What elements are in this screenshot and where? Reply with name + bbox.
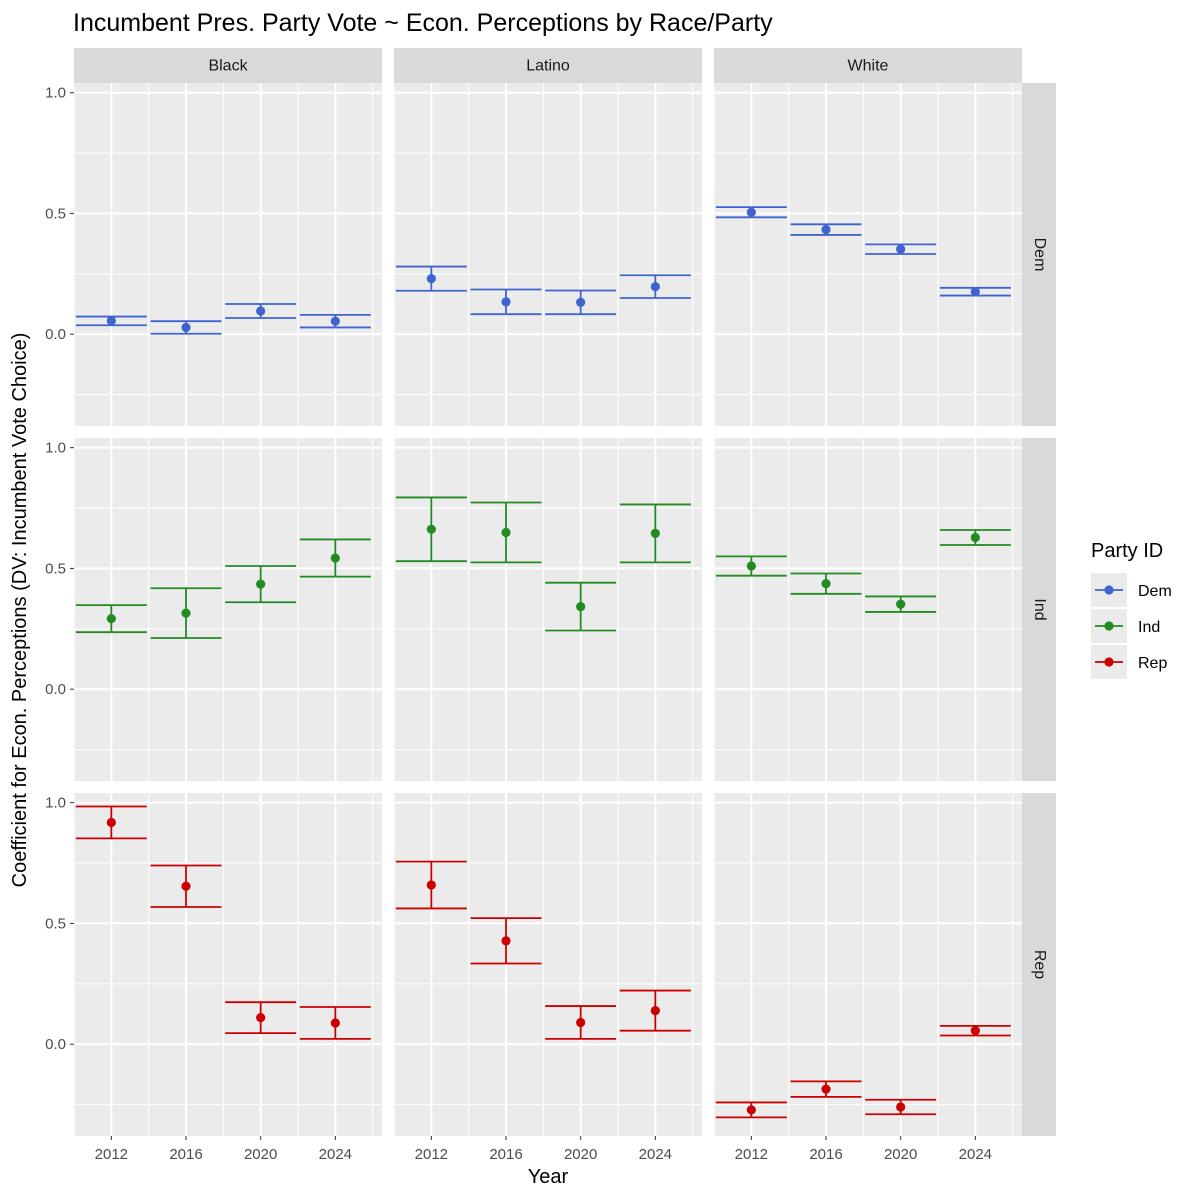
legend: Party ID Dem Ind Rep bbox=[1090, 540, 1180, 682]
estimate-point bbox=[106, 614, 116, 624]
legend-label: Ind bbox=[1138, 619, 1160, 636]
x-tick-label: 2024 bbox=[639, 1146, 672, 1163]
legend-label: Dem bbox=[1138, 583, 1172, 600]
panel-background bbox=[74, 793, 382, 1136]
estimate-point bbox=[256, 579, 266, 589]
panel-background bbox=[394, 793, 702, 1136]
estimate-point bbox=[181, 608, 191, 618]
panel bbox=[73, 793, 382, 1136]
estimate-point bbox=[330, 553, 340, 563]
estimate-point bbox=[576, 602, 586, 612]
panel-background bbox=[74, 438, 382, 781]
y-tick-label: 0.0 bbox=[45, 681, 66, 698]
estimate-point bbox=[896, 1102, 906, 1112]
y-tick-label: 0.5 bbox=[45, 915, 66, 932]
x-axis-title: Year bbox=[528, 1166, 569, 1188]
estimate-point bbox=[501, 936, 511, 946]
estimate-point bbox=[106, 817, 116, 828]
estimate-point bbox=[256, 1013, 266, 1023]
estimate-point bbox=[896, 244, 906, 254]
x-tick-label: 2016 bbox=[169, 1146, 202, 1163]
estimate-point bbox=[970, 287, 980, 297]
row-strip-label: Ind bbox=[1031, 598, 1048, 620]
legend-key-point bbox=[1104, 585, 1114, 595]
legend-title: Party ID bbox=[1091, 540, 1163, 562]
panel bbox=[393, 793, 702, 1136]
legend-label: Rep bbox=[1138, 655, 1167, 672]
panel bbox=[73, 438, 382, 781]
estimate-point bbox=[746, 207, 756, 217]
legend-key-point bbox=[1104, 621, 1114, 631]
y-tick-label: 0.0 bbox=[45, 326, 66, 343]
column-strip bbox=[74, 48, 382, 83]
row-strip-label: Dem bbox=[1031, 238, 1048, 272]
estimate-point bbox=[650, 1006, 660, 1016]
x-tick-label: 2020 bbox=[244, 1146, 277, 1163]
estimate-point bbox=[106, 316, 116, 326]
estimate-point bbox=[746, 561, 756, 571]
estimate-point bbox=[650, 282, 660, 292]
y-tick-label: 1.0 bbox=[45, 795, 66, 812]
estimate-point bbox=[650, 528, 660, 539]
column-strip bbox=[714, 48, 1022, 83]
x-tick-label: 2016 bbox=[489, 1146, 522, 1163]
x-tick-label: 2012 bbox=[415, 1146, 448, 1163]
estimate-point bbox=[896, 599, 906, 609]
y-tick-label: 0.5 bbox=[45, 560, 66, 577]
panel-background bbox=[714, 438, 1022, 781]
column-strip-label: White bbox=[848, 58, 889, 75]
y-tick-label: 0.0 bbox=[45, 1036, 66, 1053]
panel bbox=[393, 83, 702, 426]
x-tick-label: 2020 bbox=[564, 1146, 597, 1163]
estimate-point bbox=[330, 316, 340, 326]
panel-background bbox=[394, 438, 702, 781]
estimate-point bbox=[181, 322, 191, 333]
legend-key-point bbox=[1104, 657, 1114, 667]
estimate-point bbox=[746, 1105, 756, 1115]
estimate-point bbox=[181, 881, 191, 891]
panel bbox=[73, 83, 382, 426]
estimate-point bbox=[501, 297, 511, 307]
estimate-point bbox=[970, 1026, 980, 1036]
x-tick-label: 2024 bbox=[319, 1146, 352, 1163]
y-tick-label: 1.0 bbox=[45, 440, 66, 457]
estimate-point bbox=[821, 579, 831, 589]
estimate-point bbox=[501, 527, 511, 538]
panel-background bbox=[74, 83, 382, 426]
estimate-point bbox=[426, 880, 436, 890]
row-strip-label: Rep bbox=[1031, 950, 1048, 979]
panel-background bbox=[714, 793, 1022, 1136]
estimate-point bbox=[576, 297, 586, 307]
estimate-point bbox=[426, 524, 436, 534]
x-tick-label: 2012 bbox=[95, 1146, 128, 1163]
x-tick-label: 2012 bbox=[735, 1146, 768, 1163]
estimate-point bbox=[576, 1017, 586, 1028]
column-strip bbox=[394, 48, 702, 83]
y-axis-title: Coefficient for Econ. Perceptions (DV: I… bbox=[9, 333, 31, 888]
x-tick-label: 2016 bbox=[809, 1146, 842, 1163]
y-tick-label: 1.0 bbox=[45, 85, 66, 102]
row-strip bbox=[1022, 793, 1056, 1136]
panel bbox=[393, 438, 702, 781]
row-strip bbox=[1022, 438, 1056, 781]
x-tick-label: 2024 bbox=[959, 1146, 992, 1163]
column-strip-label: Latino bbox=[526, 58, 570, 75]
column-strip-label: Black bbox=[208, 58, 248, 75]
estimate-point bbox=[970, 532, 980, 543]
estimate-point bbox=[821, 225, 831, 235]
estimate-point bbox=[426, 274, 436, 284]
estimate-point bbox=[256, 306, 266, 316]
chart-title: Incumbent Pres. Party Vote ~ Econ. Perce… bbox=[73, 9, 773, 37]
panels-layer: Black Latino White Dem Ind Rep 0.0 0.5 1.0 0.0 0.5… bbox=[45, 48, 1056, 1163]
panel bbox=[713, 438, 1022, 781]
row-strip bbox=[1022, 83, 1056, 426]
estimate-point bbox=[821, 1084, 831, 1094]
estimate-point bbox=[330, 1018, 340, 1028]
y-tick-label: 0.5 bbox=[45, 205, 66, 222]
panel-background bbox=[394, 83, 702, 426]
panel bbox=[713, 793, 1022, 1136]
x-tick-label: 2020 bbox=[884, 1146, 917, 1163]
